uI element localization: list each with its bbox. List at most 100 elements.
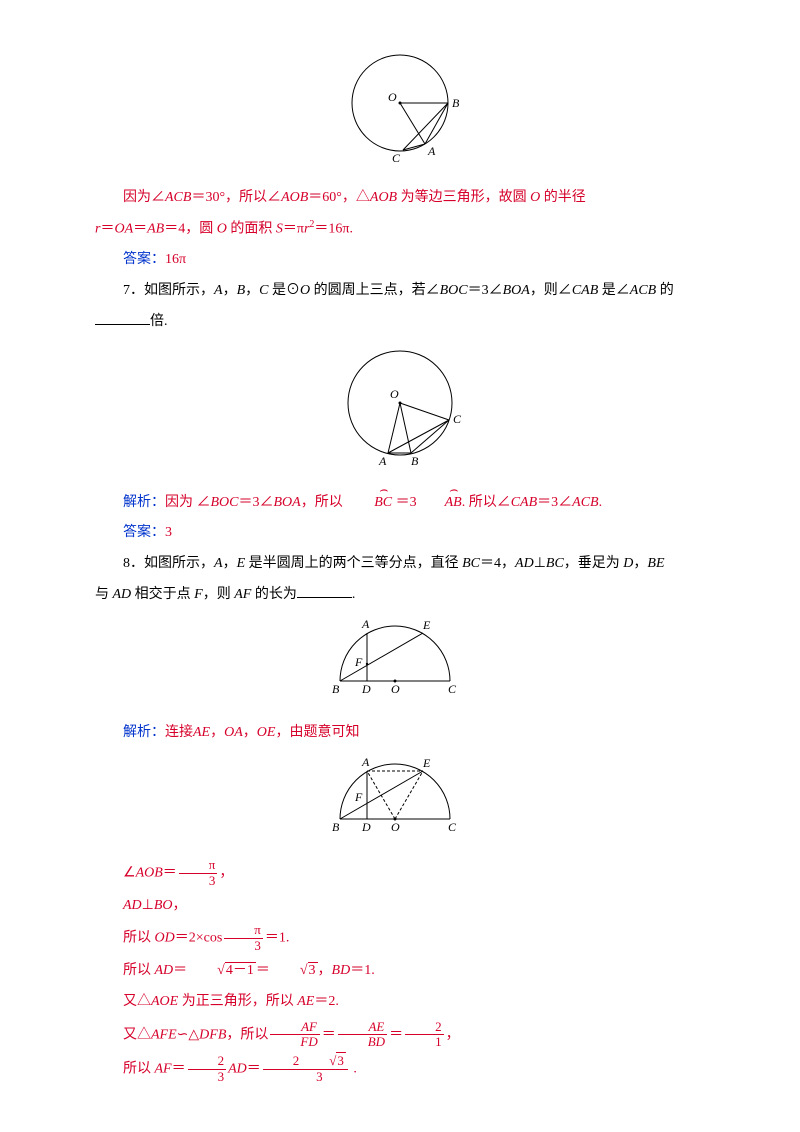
- blank: [95, 311, 150, 325]
- diagram-2: O C A B: [95, 343, 705, 482]
- t: AD: [123, 898, 142, 913]
- t: 所以: [123, 931, 155, 946]
- t: AD: [228, 1062, 247, 1077]
- label-A: A: [427, 144, 436, 158]
- t: AF: [270, 1020, 319, 1036]
- t: CAB: [572, 283, 598, 298]
- t: 为等边三角形，故圆: [397, 190, 530, 205]
- t: DFB: [199, 1027, 226, 1042]
- label-B: B: [411, 454, 419, 468]
- t: ＝: [389, 1027, 403, 1042]
- t: A: [214, 283, 223, 298]
- label-O: O: [388, 90, 397, 104]
- t: ＝3∠: [468, 283, 503, 298]
- t: AOB: [136, 866, 163, 881]
- question-7b: 倍.: [95, 309, 705, 336]
- t: D: [623, 556, 633, 571]
- t: 的长为: [251, 587, 297, 602]
- t: ，由题意可知: [275, 725, 359, 740]
- t: ＝2×cos: [175, 931, 223, 946]
- t: BC: [462, 556, 480, 571]
- t: A: [214, 556, 223, 571]
- t: ＝: [256, 963, 270, 978]
- answer-1: 答案：16π: [95, 247, 705, 274]
- label-D: D: [361, 820, 371, 834]
- t: ，所以: [226, 1027, 268, 1042]
- t: 相交于点: [131, 587, 194, 602]
- t: 解析：: [123, 725, 165, 740]
- answer-value: 16π: [165, 252, 186, 267]
- para-1: 因为∠ACB＝30°，所以∠AOB＝60°，△AOB 为等边三角形，故圆 O 的…: [95, 185, 705, 212]
- question-8b: 与 AD 相交于点 F，则 AF 的长为.: [95, 582, 705, 609]
- t: .: [599, 495, 603, 510]
- t: O: [217, 222, 227, 237]
- label-E: E: [422, 756, 431, 770]
- t: 8．如图所示，: [123, 556, 214, 571]
- t: AE: [338, 1020, 387, 1036]
- t: AE: [193, 725, 210, 740]
- t: 是⊙: [268, 283, 300, 298]
- blank: [297, 584, 352, 598]
- label-E: E: [422, 618, 431, 632]
- t: . 所以∠: [462, 495, 511, 510]
- t: ＝: [322, 1027, 336, 1042]
- label-O: O: [390, 387, 399, 401]
- t: BOC: [440, 283, 468, 298]
- label-F: F: [354, 790, 363, 804]
- line-7: 所以 AF＝23AD＝233 .: [95, 1054, 705, 1085]
- t: 的面积: [227, 222, 276, 237]
- t: 因为 ∠: [165, 495, 211, 510]
- t: 所以: [123, 1062, 155, 1077]
- t: 答案：: [123, 525, 165, 540]
- t: B: [237, 283, 246, 298]
- t: 3: [263, 1070, 348, 1085]
- t: ＝3∠: [537, 495, 572, 510]
- t: 2: [188, 1054, 227, 1070]
- t: 又△: [123, 994, 151, 1009]
- arc-ab: AB: [417, 490, 462, 517]
- t: ＝4，: [480, 556, 515, 571]
- t: CAB: [511, 495, 537, 510]
- t: BC: [546, 556, 564, 571]
- t: ，: [245, 283, 259, 298]
- t: BD: [332, 963, 351, 978]
- t: 的半径: [540, 190, 586, 205]
- t: π: [224, 923, 263, 939]
- t: 的: [656, 283, 674, 298]
- t: 3: [224, 939, 263, 954]
- t: 1: [405, 1035, 444, 1050]
- t: ，: [223, 283, 237, 298]
- t: ＝π: [283, 222, 304, 237]
- t: AB: [147, 222, 164, 237]
- t: ＝: [173, 963, 187, 978]
- t: ＝: [247, 1062, 261, 1077]
- t: 因为∠: [123, 190, 165, 205]
- t: AD: [155, 963, 174, 978]
- t: AF: [155, 1062, 172, 1077]
- answer-label: 答案：: [123, 252, 165, 267]
- t: S: [276, 222, 283, 237]
- t: 的圆周上三点，若∠: [310, 283, 440, 298]
- t: 连接: [165, 725, 193, 740]
- t: AFE: [151, 1027, 177, 1042]
- t: ＝1.: [350, 963, 375, 978]
- t: 3: [308, 962, 318, 978]
- t: ＝4，圆: [164, 222, 217, 237]
- label-C: C: [392, 151, 401, 165]
- t: ＝: [163, 866, 177, 881]
- t: π: [179, 858, 218, 874]
- t: 3: [188, 1070, 227, 1085]
- t: ＝3∠: [239, 495, 274, 510]
- t: 3: [336, 1052, 346, 1068]
- t: ＝16π.: [314, 222, 353, 237]
- t: ，所以: [301, 495, 343, 510]
- t: ＝3: [392, 495, 417, 510]
- t: OD: [155, 931, 175, 946]
- t: 3: [179, 874, 218, 889]
- t: AE: [297, 994, 314, 1009]
- label-O: O: [391, 682, 400, 696]
- t: 又△: [123, 1027, 151, 1042]
- t: 解析：: [123, 495, 165, 510]
- t: ACB: [572, 495, 598, 510]
- t: BO: [154, 898, 173, 913]
